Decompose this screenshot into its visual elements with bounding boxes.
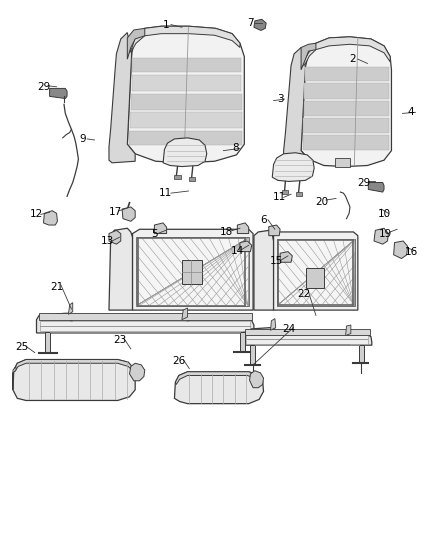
Polygon shape xyxy=(182,308,187,320)
Polygon shape xyxy=(368,182,384,192)
Polygon shape xyxy=(175,372,263,384)
Polygon shape xyxy=(237,223,249,233)
Text: 24: 24 xyxy=(282,324,296,334)
Text: 10: 10 xyxy=(378,209,391,220)
Text: 15: 15 xyxy=(270,256,283,266)
Polygon shape xyxy=(254,19,266,30)
Polygon shape xyxy=(174,175,180,179)
Text: 1: 1 xyxy=(162,20,169,30)
Polygon shape xyxy=(271,319,276,330)
Text: 16: 16 xyxy=(404,247,418,256)
Text: 14: 14 xyxy=(231,246,244,255)
Text: 3: 3 xyxy=(277,94,283,104)
Text: 26: 26 xyxy=(172,356,185,366)
Text: 11: 11 xyxy=(159,188,173,198)
Text: 7: 7 xyxy=(247,18,254,28)
Polygon shape xyxy=(109,33,135,163)
Polygon shape xyxy=(374,228,389,244)
Polygon shape xyxy=(189,177,195,181)
Text: 21: 21 xyxy=(50,282,63,292)
Polygon shape xyxy=(122,207,135,221)
Polygon shape xyxy=(301,37,390,67)
Text: 4: 4 xyxy=(408,107,414,117)
Text: 2: 2 xyxy=(349,54,356,64)
Polygon shape xyxy=(45,333,49,353)
Polygon shape xyxy=(133,229,253,310)
Polygon shape xyxy=(303,135,389,150)
Polygon shape xyxy=(13,367,16,390)
Polygon shape xyxy=(305,67,389,82)
Polygon shape xyxy=(132,75,241,91)
Polygon shape xyxy=(277,239,355,306)
Polygon shape xyxy=(49,88,67,99)
Text: 12: 12 xyxy=(30,209,43,220)
Text: 17: 17 xyxy=(109,207,122,217)
Text: 19: 19 xyxy=(379,229,392,239)
Polygon shape xyxy=(269,225,280,236)
Polygon shape xyxy=(109,230,121,244)
Text: 18: 18 xyxy=(220,227,233,237)
Text: 11: 11 xyxy=(272,192,286,203)
Polygon shape xyxy=(296,191,302,196)
Polygon shape xyxy=(359,345,364,364)
Text: 5: 5 xyxy=(151,229,158,239)
Polygon shape xyxy=(240,241,252,252)
Polygon shape xyxy=(36,313,254,333)
Polygon shape xyxy=(132,58,241,72)
Text: 8: 8 xyxy=(232,143,238,154)
Polygon shape xyxy=(301,43,316,70)
Text: 23: 23 xyxy=(113,335,126,345)
Polygon shape xyxy=(250,370,264,387)
Polygon shape xyxy=(131,94,241,110)
Polygon shape xyxy=(68,303,73,314)
Text: 29: 29 xyxy=(37,82,50,92)
Polygon shape xyxy=(130,364,145,381)
Polygon shape xyxy=(174,372,264,403)
Polygon shape xyxy=(274,232,358,310)
Polygon shape xyxy=(335,158,350,166)
Polygon shape xyxy=(13,360,135,400)
Polygon shape xyxy=(280,252,292,262)
Polygon shape xyxy=(284,47,308,167)
Polygon shape xyxy=(39,313,252,320)
Polygon shape xyxy=(14,360,134,372)
Text: 6: 6 xyxy=(260,215,267,225)
Polygon shape xyxy=(245,329,370,335)
Polygon shape xyxy=(246,335,368,344)
Polygon shape xyxy=(40,321,250,332)
Text: 20: 20 xyxy=(315,197,328,207)
Polygon shape xyxy=(304,101,389,116)
Polygon shape xyxy=(282,190,288,194)
Polygon shape xyxy=(394,241,408,259)
Polygon shape xyxy=(163,138,207,166)
Text: 22: 22 xyxy=(297,289,311,299)
Polygon shape xyxy=(301,37,392,166)
Polygon shape xyxy=(130,112,242,128)
Polygon shape xyxy=(127,26,244,163)
Polygon shape xyxy=(109,228,133,310)
Text: 25: 25 xyxy=(15,342,28,352)
Polygon shape xyxy=(130,131,242,146)
Polygon shape xyxy=(346,325,351,336)
Polygon shape xyxy=(154,223,166,233)
Polygon shape xyxy=(182,260,202,284)
Text: 13: 13 xyxy=(101,236,114,246)
Polygon shape xyxy=(304,118,389,133)
Polygon shape xyxy=(306,268,324,288)
Polygon shape xyxy=(136,237,249,306)
Polygon shape xyxy=(254,230,274,310)
Text: 29: 29 xyxy=(357,177,371,188)
Polygon shape xyxy=(251,345,255,365)
Polygon shape xyxy=(166,152,184,163)
Polygon shape xyxy=(127,28,145,59)
Polygon shape xyxy=(43,211,57,225)
Text: 9: 9 xyxy=(79,134,86,144)
Polygon shape xyxy=(243,328,372,345)
Polygon shape xyxy=(127,26,240,54)
Polygon shape xyxy=(272,153,314,181)
Polygon shape xyxy=(304,83,389,99)
Polygon shape xyxy=(240,333,245,352)
